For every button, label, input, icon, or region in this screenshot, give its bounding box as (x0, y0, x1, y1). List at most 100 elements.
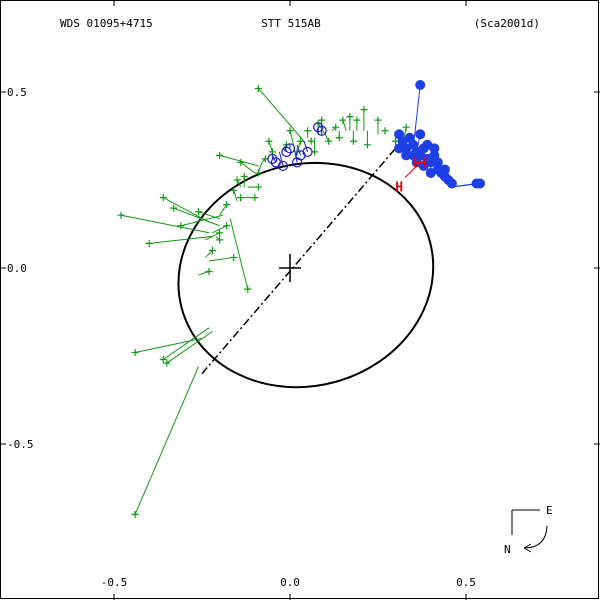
x-tick-label: -0.5 (101, 576, 128, 589)
micrometer-point (267, 153, 278, 164)
visual-point (304, 127, 312, 135)
residual-line (173, 207, 220, 227)
visual-point (286, 127, 294, 135)
compass-arrowhead-icon (523, 543, 532, 553)
visual-point (254, 84, 262, 92)
micrometer-point (302, 146, 313, 157)
visual-point (251, 194, 259, 202)
residual-line (257, 88, 305, 142)
residual-line (303, 141, 309, 152)
visual-point (131, 510, 139, 518)
residual-line (212, 225, 227, 234)
hipparcos-residual (404, 162, 421, 178)
visual-point (332, 123, 340, 131)
speckle-point (446, 178, 457, 189)
residual-line (149, 235, 213, 244)
visual-point (216, 236, 224, 244)
speckle-point (425, 167, 436, 178)
visual-point (349, 137, 357, 145)
x-tick-label: 0.0 (280, 576, 300, 589)
residual-line (229, 218, 249, 290)
visual-point (223, 201, 231, 209)
speckle-point (429, 143, 440, 154)
visual-point (159, 194, 167, 202)
compass-arrow (523, 525, 548, 549)
micrometer-point (284, 143, 296, 154)
visual-point (254, 183, 262, 191)
line-of-nodes (201, 147, 397, 375)
visual-point (297, 137, 305, 145)
x-tick-label: 0.5 (456, 576, 476, 589)
residual-line (205, 250, 213, 258)
residual-line (271, 155, 277, 163)
visual-point (307, 137, 315, 145)
visual-point (194, 208, 202, 216)
residual-line (278, 151, 284, 167)
visual-point (223, 222, 231, 230)
speckle-point (418, 160, 429, 171)
speckle-point (432, 157, 443, 168)
speckle-point (415, 129, 426, 140)
visual-point (254, 169, 262, 177)
visual-point (402, 123, 410, 131)
speckle-point (439, 164, 450, 175)
visual-point (216, 151, 224, 159)
visual-point (209, 246, 217, 254)
marker-layer: H (117, 79, 486, 518)
compass-north-label: N (504, 543, 511, 556)
residual-line (198, 211, 220, 220)
visual-point (230, 187, 238, 195)
visual-point (374, 116, 382, 124)
header-right: (Sca2001d) (474, 17, 540, 30)
visual-point (177, 222, 185, 230)
visual-point (240, 172, 248, 180)
residual-line (166, 330, 213, 364)
visual-point (237, 158, 245, 166)
speckle-point (475, 178, 486, 189)
residual-line (162, 327, 210, 360)
visual-point (335, 134, 343, 142)
visual-point (363, 141, 371, 149)
primary-star-cross (279, 254, 301, 282)
micrometer-point (281, 146, 292, 157)
speckle-point (408, 150, 419, 161)
header-left: WDS 01095+4715 (60, 17, 153, 30)
residual-line (163, 197, 210, 223)
residual-line (120, 214, 210, 234)
hipparcos-marker (414, 157, 427, 168)
residual-line (219, 154, 259, 167)
compass-east-label: E (546, 504, 553, 517)
residual-line (205, 232, 220, 241)
visual-point (339, 116, 347, 124)
visual-point (233, 176, 241, 184)
visual-point (159, 356, 167, 364)
visual-point (230, 253, 238, 261)
orbit-ellipse (177, 161, 435, 389)
visual-point (216, 229, 224, 237)
visual-point (325, 137, 333, 145)
visual-point (131, 348, 139, 356)
visual-point (145, 239, 153, 247)
visual-point (205, 268, 213, 276)
y-tick-label: 0.0 (7, 262, 27, 275)
visual-point (265, 137, 273, 145)
visual-point (360, 106, 368, 114)
visual-point (237, 194, 245, 202)
y-tick-label: 0.5 (7, 86, 27, 99)
visual-point (381, 127, 389, 135)
speckle-point (394, 143, 405, 154)
visual-point (117, 211, 125, 219)
visual-point (244, 285, 252, 293)
residual-line (317, 123, 326, 135)
compass: E N (504, 504, 553, 556)
visual-point (163, 359, 171, 367)
residual-line (219, 204, 228, 216)
visual-point (353, 116, 361, 124)
speckle-point (401, 150, 412, 161)
residual-line (134, 366, 199, 515)
visual-point (170, 204, 178, 212)
micrometer-point (277, 160, 289, 172)
